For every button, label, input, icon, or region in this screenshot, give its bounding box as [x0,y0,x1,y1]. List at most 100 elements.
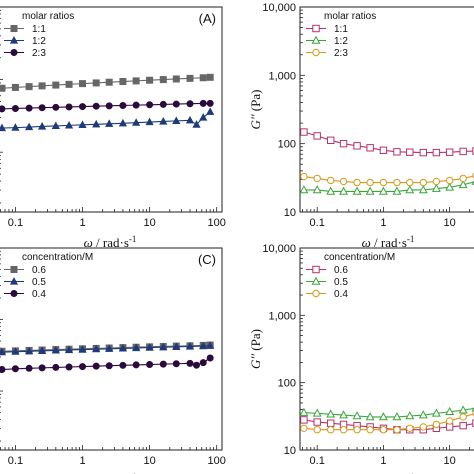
data-point [51,121,60,130]
data-point [172,75,180,83]
data-point [459,174,467,183]
plot-frame [299,247,474,451]
x-tick-label: 0.1 [310,455,325,467]
data-point [366,426,374,434]
data-point [393,426,401,434]
data-point [378,412,388,421]
data-point [206,73,214,81]
data-point [445,417,454,425]
x-axis-label-exponent: -1 [129,234,137,244]
x-axis-label-exponent: -1 [129,472,137,474]
data-point [65,363,73,371]
data-point [38,346,47,354]
data-point [146,101,154,109]
data-point [300,128,308,136]
x-axis-label-symbol: ω [84,235,93,250]
y-tick-label: 10,000 [262,243,296,255]
data-point [313,174,321,183]
data-point [406,148,414,156]
legend-title: molar ratios [324,11,376,22]
data-point [300,185,309,194]
x-tick-label: 10 [444,217,456,229]
data-point [38,104,46,112]
data-point [0,105,6,113]
data-point [146,361,154,369]
data-point [432,177,441,186]
x-tick-label: 10 [444,455,456,467]
data-point [199,341,208,350]
data-point [172,100,180,108]
data-point [199,74,207,82]
data-point [431,183,441,192]
chart-panel: 0.1 1 10 100 ω / rad·s-1 molar ratios 1:11:22:… [0,6,226,250]
legend-entry: 1:1 [32,24,46,35]
data-point [132,361,140,369]
data-point [145,117,154,126]
data-point [352,186,362,195]
data-point [311,276,321,285]
series-group [0,73,215,132]
data-point [327,426,335,434]
x-tick-label: 100 [208,217,226,229]
y-axis-label-symbol: G'' [248,354,263,369]
data-point [312,185,322,194]
legend-entry: 1:2 [334,36,348,47]
data-point [65,80,73,88]
data-point [119,78,127,86]
data-point [378,186,388,195]
data-point [339,177,348,186]
data-point [10,265,18,273]
data-point [406,424,414,433]
data-point [186,100,194,108]
data-point [206,354,214,362]
data-point [9,277,19,285]
data-point [459,147,467,156]
data-point [431,408,441,417]
data-point [52,363,60,371]
data-point [92,362,100,370]
data-point [366,178,374,187]
data-point [339,139,348,148]
data-point [38,82,46,90]
data-point [92,119,101,128]
data-point [418,185,428,194]
data-point [353,178,361,187]
data-point [445,148,454,156]
data-point [311,35,321,44]
x-tick-label: 1 [79,217,85,229]
data-point [379,178,388,187]
data-point [52,103,60,111]
y-tick-label: 10 [284,445,296,457]
data-point [432,420,441,429]
legend-entry: 1:2 [32,36,46,47]
data-point [326,409,336,418]
data-point [419,148,427,157]
data-point [145,343,154,351]
data-point [11,104,19,112]
data-point [339,426,348,434]
data-point [192,120,201,128]
panel-label: (C) [198,252,216,267]
data-point [472,147,474,155]
data-point [92,79,100,87]
legend: concentration/M 0.60.50.4 [4,252,93,300]
data-point [353,142,361,150]
data-point [313,132,321,140]
data-point [392,412,402,421]
data-point [119,101,127,109]
y-tick-label: 100 [278,378,296,390]
data-point [313,418,321,426]
data-point [38,364,46,372]
x-axis-label: ω / rad·s-1 [84,234,137,250]
x-tick-label: 0.1 [8,217,23,229]
data-point [10,289,18,297]
data-point [0,84,6,92]
data-point [300,172,308,181]
data-point [300,407,309,416]
data-point [92,102,100,110]
data-point [392,186,402,195]
data-point [25,122,34,131]
data-point [172,116,181,124]
data-point [459,421,467,430]
